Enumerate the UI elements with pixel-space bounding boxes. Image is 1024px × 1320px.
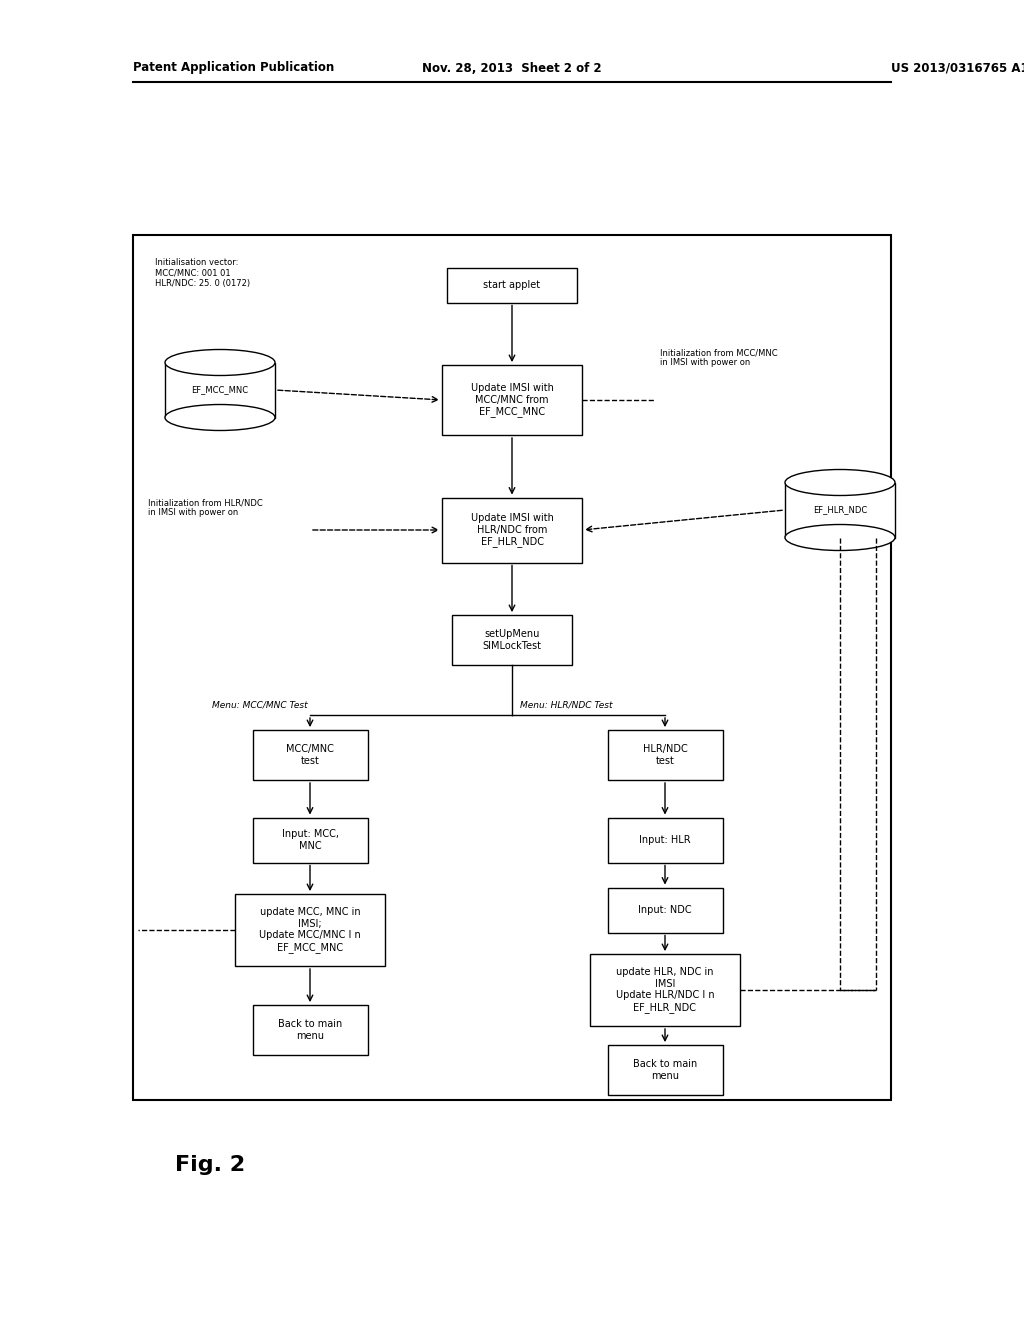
Bar (442, 366, 582, 436)
Bar (607, 1045, 723, 1096)
Bar (590, 954, 740, 1026)
Text: Input: NDC: Input: NDC (638, 906, 692, 915)
Bar (253, 730, 368, 780)
Ellipse shape (165, 404, 275, 430)
Text: Input: MCC,
MNC: Input: MCC, MNC (282, 829, 339, 851)
Bar (607, 817, 723, 862)
Text: Fig. 2: Fig. 2 (175, 1155, 245, 1175)
Text: Back to main
menu: Back to main menu (633, 1059, 697, 1081)
Bar (607, 730, 723, 780)
Bar (253, 817, 368, 862)
Bar (165, 363, 275, 417)
Bar (253, 1005, 368, 1055)
Text: HLR/NDC
test: HLR/NDC test (643, 744, 687, 766)
Text: update HLR, NDC in
IMSI
Update HLR/NDC I n
EF_HLR_NDC: update HLR, NDC in IMSI Update HLR/NDC I… (615, 968, 715, 1012)
Bar (447, 268, 577, 302)
Text: MCC/MNC
test: MCC/MNC test (286, 744, 334, 766)
Bar (133, 235, 891, 1100)
Text: Menu: MCC/MNC Test: Menu: MCC/MNC Test (212, 700, 307, 709)
Bar (452, 615, 572, 665)
Ellipse shape (785, 470, 895, 495)
Text: Nov. 28, 2013  Sheet 2 of 2: Nov. 28, 2013 Sheet 2 of 2 (422, 62, 602, 74)
Text: Initialization from MCC/MNC
in IMSI with power on: Initialization from MCC/MNC in IMSI with… (660, 348, 777, 367)
Text: Menu: HLR/NDC Test: Menu: HLR/NDC Test (520, 700, 612, 709)
Bar (607, 887, 723, 932)
Text: Initialization from HLR/NDC
in IMSI with power on: Initialization from HLR/NDC in IMSI with… (148, 498, 263, 517)
Ellipse shape (785, 524, 895, 550)
Bar (234, 894, 385, 966)
Text: update MCC, MNC in
IMSI;
Update MCC/MNC I n
EF_MCC_MNC: update MCC, MNC in IMSI; Update MCC/MNC … (259, 907, 360, 953)
Text: Update IMSI with
MCC/MNC from
EF_MCC_MNC: Update IMSI with MCC/MNC from EF_MCC_MNC (471, 383, 553, 417)
Bar (442, 498, 582, 562)
Text: Input: HLR: Input: HLR (639, 836, 691, 845)
Text: Patent Application Publication: Patent Application Publication (133, 62, 334, 74)
Ellipse shape (165, 350, 275, 375)
Text: Back to main
menu: Back to main menu (278, 1019, 342, 1040)
Text: setUpMenu
SIMLockTest: setUpMenu SIMLockTest (482, 630, 542, 651)
Text: US 2013/0316765 A1: US 2013/0316765 A1 (891, 62, 1024, 74)
Text: Initialisation vector:
MCC/MNC: 001 01
HLR/NDC: 25. 0 (0172): Initialisation vector: MCC/MNC: 001 01 H… (155, 257, 250, 288)
Text: start applet: start applet (483, 280, 541, 290)
Bar (785, 483, 895, 537)
Text: Update IMSI with
HLR/NDC from
EF_HLR_NDC: Update IMSI with HLR/NDC from EF_HLR_NDC (471, 513, 553, 546)
Text: EF_HLR_NDC: EF_HLR_NDC (813, 506, 867, 515)
Text: EF_MCC_MNC: EF_MCC_MNC (191, 385, 249, 395)
